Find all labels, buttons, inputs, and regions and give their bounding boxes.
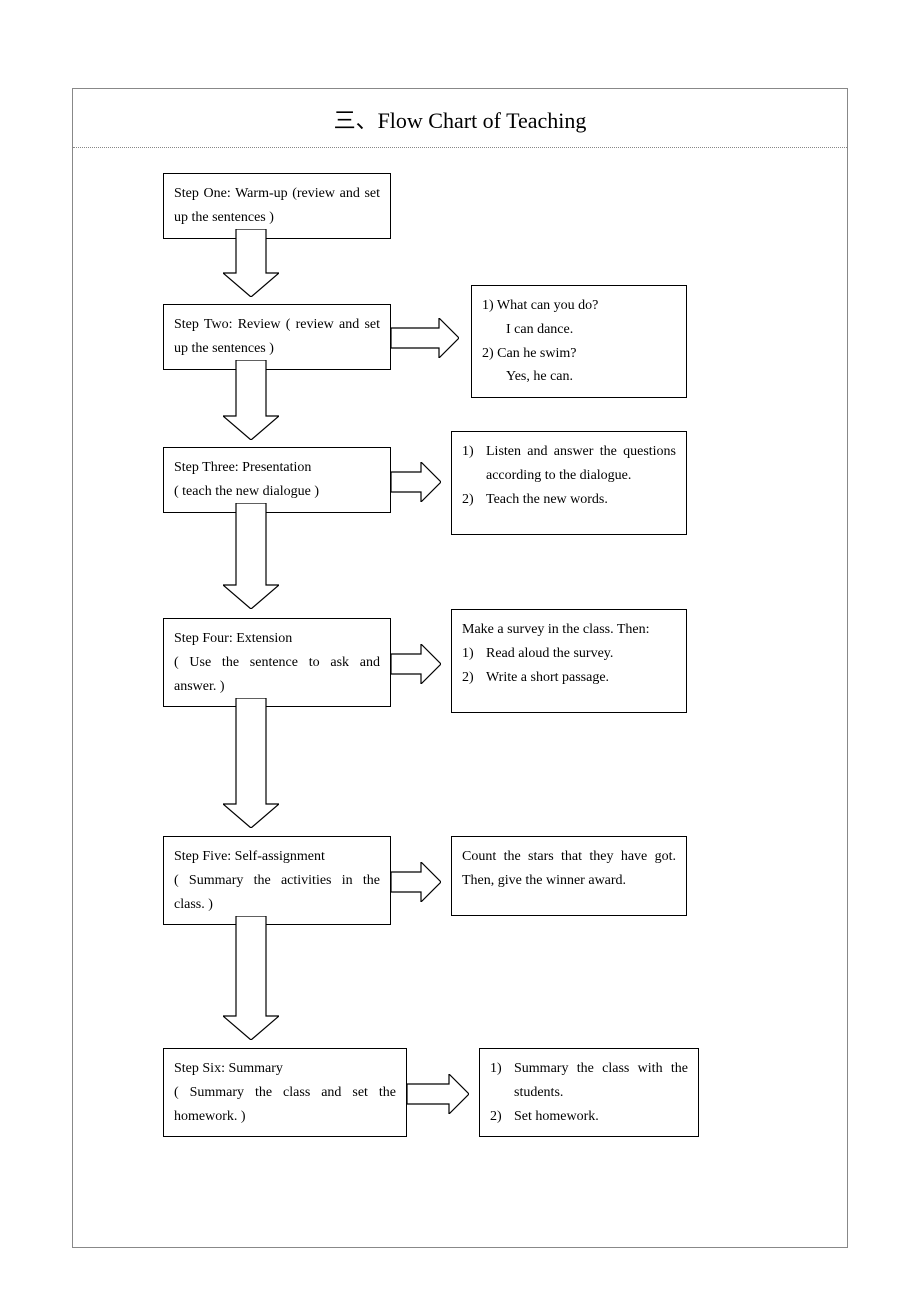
side-line: 2) Can he swim? bbox=[482, 342, 676, 366]
step-title: Step Five: Self-assignment bbox=[174, 845, 380, 869]
step-box: Step One: Warm-up (review and set up the… bbox=[163, 173, 391, 239]
arrow-down-icon bbox=[223, 916, 279, 1040]
arrow-down-icon bbox=[223, 698, 279, 828]
side-list-item: 2)Write a short passage. bbox=[462, 666, 676, 690]
list-number: 1) bbox=[462, 642, 486, 666]
side-list-item: 2)Set homework. bbox=[490, 1105, 688, 1129]
list-text: Set homework. bbox=[514, 1105, 688, 1129]
step-title: Step Three: Presentation bbox=[174, 456, 380, 480]
step-box: Step Five: Self-assignment( Summary the … bbox=[163, 836, 391, 925]
arrow-right-icon bbox=[407, 1074, 469, 1114]
step-subtitle: ( Summary the class and set the homework… bbox=[174, 1081, 396, 1129]
page-title: 三、Flow Chart of Teaching bbox=[73, 89, 847, 148]
side-box: 1)Listen and answer the questions accord… bbox=[451, 431, 687, 535]
list-text: Write a short passage. bbox=[486, 666, 676, 690]
step-title: Step Four: Extension bbox=[174, 627, 380, 651]
step-title: Step Two: Review ( review and set up the… bbox=[174, 313, 380, 361]
side-box: Make a survey in the class. Then:1)Read … bbox=[451, 609, 687, 713]
step-subtitle: ( Summary the activities in the class. ) bbox=[174, 869, 380, 917]
side-box: 1) What can you do?I can dance.2) Can he… bbox=[471, 285, 687, 398]
list-text: Listen and answer the questions accordin… bbox=[486, 440, 676, 488]
step-subtitle: ( teach the new dialogue ) bbox=[174, 480, 380, 504]
side-line: Yes, he can. bbox=[482, 365, 676, 389]
list-text: Teach the new words. bbox=[486, 488, 676, 512]
list-number: 2) bbox=[462, 488, 486, 512]
arrow-right-icon bbox=[391, 318, 459, 358]
side-list-item: 1)Summary the class with the students. bbox=[490, 1057, 688, 1105]
list-number: 1) bbox=[462, 440, 486, 488]
list-text: Summary the class with the students. bbox=[514, 1057, 688, 1105]
side-line: I can dance. bbox=[482, 318, 676, 342]
step-subtitle: ( Use the sentence to ask and answer. ) bbox=[174, 651, 380, 699]
side-pre: Make a survey in the class. Then: bbox=[462, 618, 676, 642]
side-box: 1)Summary the class with the students.2)… bbox=[479, 1048, 699, 1137]
list-number: 2) bbox=[462, 666, 486, 690]
arrow-down-icon bbox=[223, 503, 279, 609]
side-list-item: 1)Read aloud the survey. bbox=[462, 642, 676, 666]
step-box: Step Two: Review ( review and set up the… bbox=[163, 304, 391, 370]
arrow-right-icon bbox=[391, 644, 441, 684]
arrow-right-icon bbox=[391, 862, 441, 902]
list-number: 2) bbox=[490, 1105, 514, 1129]
arrow-down-icon bbox=[223, 360, 279, 440]
list-number: 1) bbox=[490, 1057, 514, 1105]
side-list-item: 2)Teach the new words. bbox=[462, 488, 676, 512]
step-title: Step Six: Summary bbox=[174, 1057, 396, 1081]
step-box: Step Six: Summary( Summary the class and… bbox=[163, 1048, 407, 1137]
step-box: Step Four: Extension( Use the sentence t… bbox=[163, 618, 391, 707]
side-text: Count the stars that they have got. Then… bbox=[462, 845, 676, 893]
arrow-down-icon bbox=[223, 229, 279, 297]
page-frame: 三、Flow Chart of Teaching Step One: Warm-… bbox=[72, 88, 848, 1248]
side-line: 1) What can you do? bbox=[482, 294, 676, 318]
flowchart-canvas: Step One: Warm-up (review and set up the… bbox=[73, 148, 847, 1208]
step-title: Step One: Warm-up (review and set up the… bbox=[174, 182, 380, 230]
side-list-item: 1)Listen and answer the questions accord… bbox=[462, 440, 676, 488]
side-box: Count the stars that they have got. Then… bbox=[451, 836, 687, 916]
arrow-right-icon bbox=[391, 462, 441, 502]
list-text: Read aloud the survey. bbox=[486, 642, 676, 666]
step-box: Step Three: Presentation( teach the new … bbox=[163, 447, 391, 513]
